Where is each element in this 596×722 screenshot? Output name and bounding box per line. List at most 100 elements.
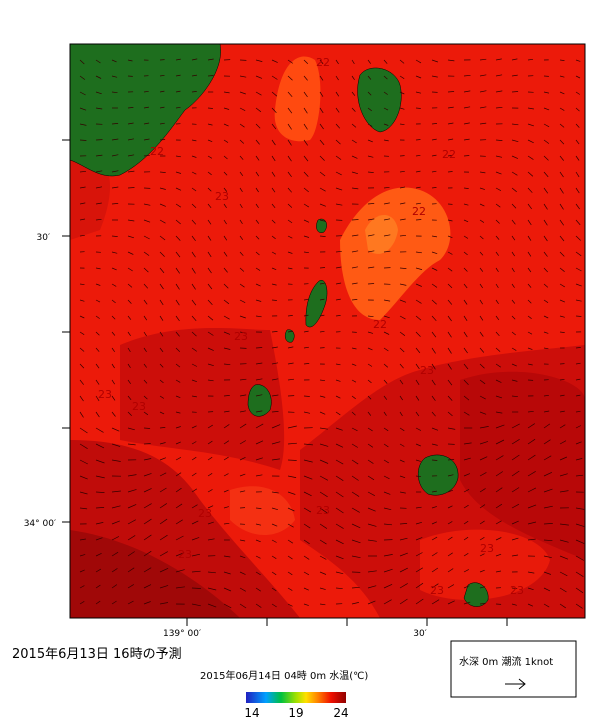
current-arrow [111, 299, 116, 304]
current-arrow [351, 586, 360, 589]
current-arrow [335, 507, 344, 514]
current-arrow [271, 555, 277, 559]
current-arrow [447, 299, 453, 305]
current-arrow [543, 315, 549, 319]
current-arrow [479, 379, 486, 385]
current-arrow [399, 107, 405, 110]
current-arrow [303, 235, 310, 238]
current-arrow [447, 267, 453, 272]
contour-label: 23 [178, 548, 192, 561]
current-arrow [271, 523, 278, 527]
current-arrow [399, 202, 406, 205]
current-arrow [223, 473, 229, 477]
current-arrow [271, 491, 279, 494]
current-arrow [319, 203, 326, 207]
current-arrow [255, 539, 261, 543]
current-arrow [255, 457, 263, 461]
current-arrow [207, 315, 214, 321]
current-arrow [335, 363, 341, 366]
current-arrow [79, 475, 88, 480]
current-arrow [159, 585, 169, 589]
current-arrow [271, 251, 277, 255]
current-arrow [367, 171, 374, 173]
current-arrow [575, 251, 582, 257]
current-arrow [207, 251, 212, 258]
current-arrow [287, 315, 293, 317]
current-arrow [399, 347, 405, 353]
current-arrow [319, 491, 328, 498]
current-arrow [511, 74, 518, 77]
current-arrow [223, 187, 228, 192]
current-arrow [399, 186, 406, 189]
current-arrow [351, 427, 358, 432]
current-arrow [79, 585, 85, 589]
current-arrow [335, 59, 339, 65]
current-arrow [511, 219, 516, 225]
current-arrow [223, 363, 231, 366]
current-arrow [255, 203, 259, 208]
current-arrow [191, 587, 201, 589]
current-arrow [223, 219, 227, 225]
current-arrow [335, 75, 339, 81]
current-arrow [223, 91, 230, 94]
current-arrow [367, 379, 372, 384]
current-arrow [415, 475, 422, 478]
current-arrow [95, 59, 101, 64]
current-arrow [127, 107, 134, 109]
current-arrow [575, 203, 580, 210]
current-arrow [479, 58, 487, 61]
current-arrow [463, 74, 471, 77]
current-arrow [223, 251, 228, 257]
current-arrow [463, 601, 471, 605]
current-arrow [95, 395, 100, 402]
current-arrow [431, 363, 436, 370]
current-arrow [495, 363, 501, 368]
current-arrow [575, 155, 580, 161]
current-arrow [527, 123, 535, 127]
current-arrow [527, 139, 534, 144]
current-arrow [559, 473, 568, 477]
current-arrow [255, 378, 263, 381]
current-arrow [559, 315, 565, 318]
current-arrow [431, 567, 439, 573]
current-arrow [463, 219, 469, 223]
current-arrow [79, 75, 86, 80]
current-arrow [479, 347, 485, 353]
current-arrow [383, 599, 392, 605]
current-arrow [255, 219, 260, 224]
current-arrow [447, 395, 453, 401]
current-arrow [351, 282, 358, 285]
current-arrow [415, 552, 423, 557]
current-arrow [223, 522, 230, 525]
current-arrow [479, 537, 485, 541]
current-arrow [303, 187, 309, 193]
current-arrow [447, 331, 452, 338]
current-arrow [95, 443, 105, 449]
current-arrow [191, 363, 198, 367]
current-arrow [143, 567, 152, 573]
current-arrow [575, 571, 584, 577]
current-arrow [399, 598, 408, 605]
current-arrow [175, 363, 181, 368]
current-arrow [255, 315, 262, 318]
map-frame [69, 43, 586, 619]
current-arrow [415, 283, 422, 287]
current-arrow [399, 491, 406, 494]
current-arrow [191, 347, 198, 352]
current-arrow [559, 555, 569, 560]
current-arrow [319, 314, 325, 317]
current-arrow [575, 603, 583, 609]
current-arrow [511, 537, 519, 541]
current-arrow [159, 74, 165, 77]
current-arrow [255, 251, 260, 256]
current-arrow [127, 170, 135, 173]
current-arrow [335, 282, 342, 285]
current-arrow [143, 601, 151, 605]
lon-label: 139° 00′ [163, 629, 201, 639]
current-arrow [191, 520, 199, 525]
current-arrow [111, 584, 118, 589]
current-arrow [399, 379, 404, 385]
current-arrow [255, 107, 262, 113]
current-arrow [351, 59, 355, 64]
current-arrow [479, 315, 484, 321]
